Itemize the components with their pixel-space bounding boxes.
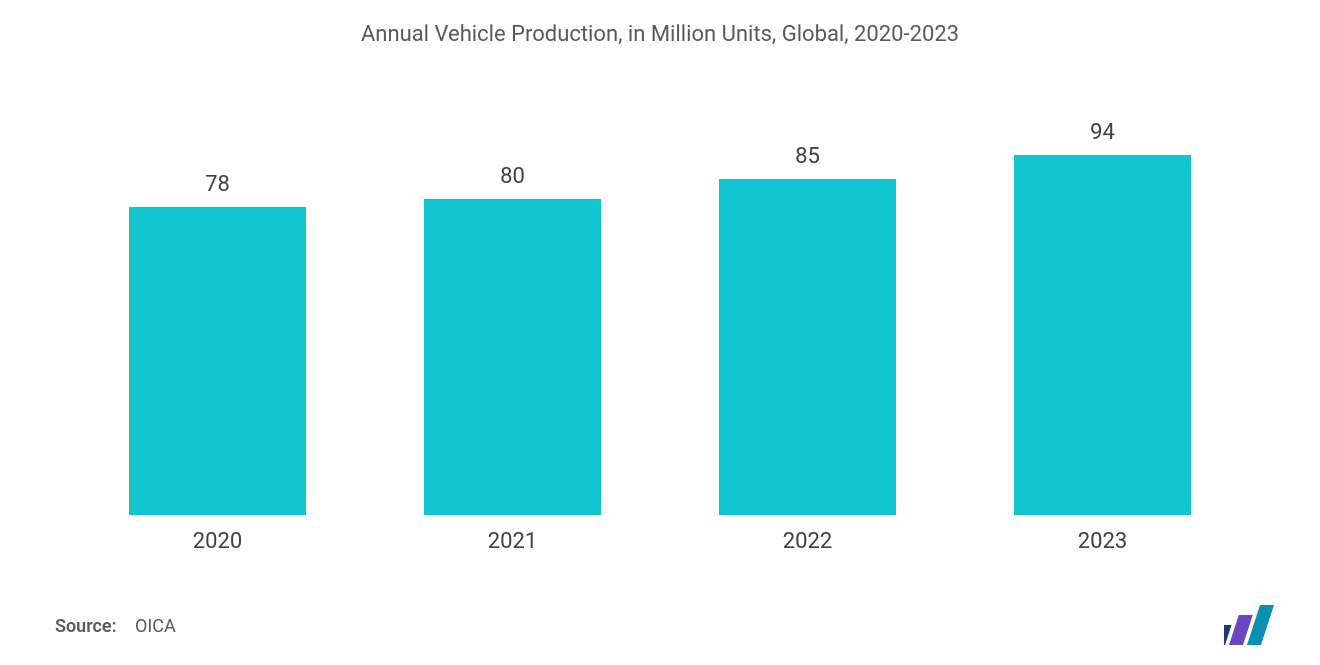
chart-plot-area: 78 2020 80 2021 85 2022 94 2023 (70, 120, 1250, 515)
bar-category-label: 2021 (365, 529, 660, 554)
bar-value-label: 78 (205, 172, 230, 197)
bar-category-label: 2023 (955, 529, 1250, 554)
bar-rect (719, 179, 896, 515)
source-label: Source: (55, 616, 117, 637)
bar-slot-3: 94 2023 (955, 120, 1250, 515)
bar-rect (424, 199, 601, 515)
bar-slot-1: 80 2021 (365, 120, 660, 515)
bar-slot-0: 78 2020 (70, 120, 365, 515)
bar-value-label: 85 (795, 144, 820, 169)
bar-category-label: 2022 (660, 529, 955, 554)
chart-title: Annual Vehicle Production, in Million Un… (0, 22, 1320, 47)
bar-value-label: 94 (1090, 120, 1115, 145)
bar-value-label: 80 (500, 164, 525, 189)
bars-container: 78 2020 80 2021 85 2022 94 2023 (70, 120, 1250, 515)
source-value: OICA (135, 616, 176, 637)
bar-slot-2: 85 2022 (660, 120, 955, 515)
brand-logo-icon (1224, 605, 1280, 645)
source-footer: Source: OICA (55, 616, 176, 637)
bar-category-label: 2020 (70, 529, 365, 554)
bar-rect (1014, 155, 1191, 515)
bar-rect (129, 207, 306, 515)
